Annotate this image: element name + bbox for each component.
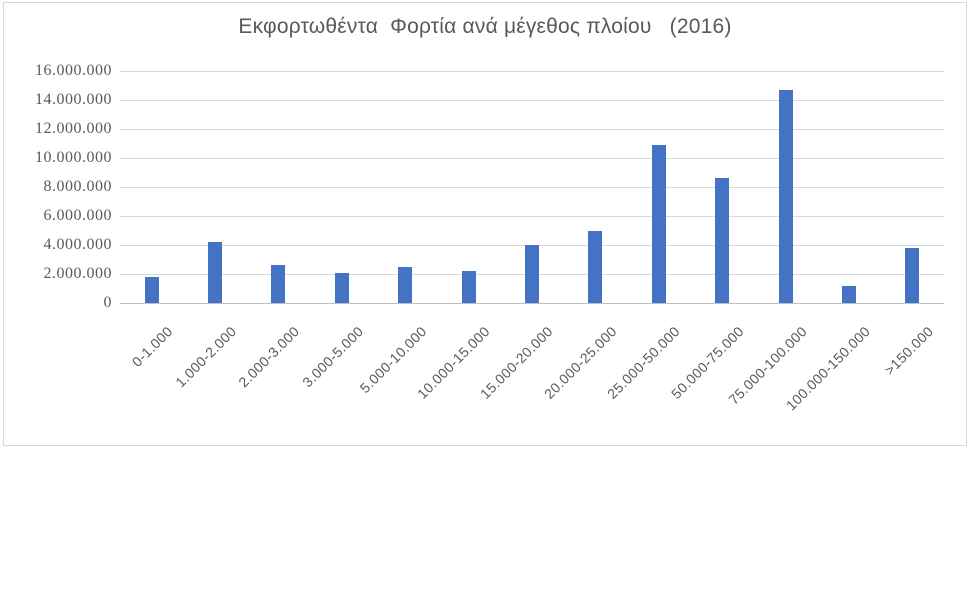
x-tick-label: 0-1.000	[129, 323, 177, 370]
plot-area	[120, 70, 944, 304]
chart-area[interactable]: Εκφορτωθέντα Φορτία ανά μέγεθος πλοίου (…	[3, 2, 967, 446]
bar-50.000-75.000[interactable]	[715, 178, 730, 303]
x-axis-line	[120, 302, 944, 304]
bar-1.000-2.000[interactable]	[208, 242, 223, 303]
bar-75.000-100.000[interactable]	[778, 89, 793, 303]
y-tick-label: 4.000.000	[43, 236, 112, 253]
y-tick-label: 14.000.000	[35, 91, 112, 108]
bar-2.000-3.000[interactable]	[271, 265, 286, 303]
bar-10.000-15.000[interactable]	[461, 271, 476, 303]
x-tick-label: 3.000-5.000	[298, 323, 367, 391]
bar-5.000-10.000[interactable]	[398, 266, 413, 303]
chart-title: Εκφορτωθέντα Φορτία ανά μέγεθος πλοίου (…	[238, 15, 732, 38]
x-tick-label: 1.000-2.000	[172, 323, 240, 391]
y-gridline	[120, 70, 944, 72]
y-gridline	[120, 99, 944, 101]
y-gridline	[120, 157, 944, 159]
x-tick-label: 2.000-3.000	[235, 323, 303, 391]
y-tick-label: 0	[103, 294, 112, 311]
y-tick-label: 8.000.000	[43, 178, 112, 195]
y-tick-label: 10.000.000	[35, 149, 112, 166]
y-gridline	[120, 215, 944, 217]
bar-3.000-5.000[interactable]	[334, 272, 349, 303]
y-tick-label: 6.000.000	[43, 207, 112, 224]
y-tick-label: 16.000.000	[35, 62, 112, 79]
y-tick-label: 12.000.000	[35, 120, 112, 137]
x-tick-label: >150.000	[881, 323, 937, 379]
y-gridline	[120, 186, 944, 188]
y-tick-label: 2.000.000	[43, 265, 112, 282]
bar-15.000-20.000[interactable]	[525, 245, 539, 303]
bar-100.000-150.000[interactable]	[841, 285, 856, 303]
bar-20.000-25.000[interactable]	[588, 230, 603, 303]
y-gridline	[120, 128, 944, 130]
bar-0-1.000[interactable]	[144, 276, 159, 303]
bar->150.000[interactable]	[905, 247, 920, 303]
bar-25.000-50.000[interactable]	[651, 144, 666, 303]
